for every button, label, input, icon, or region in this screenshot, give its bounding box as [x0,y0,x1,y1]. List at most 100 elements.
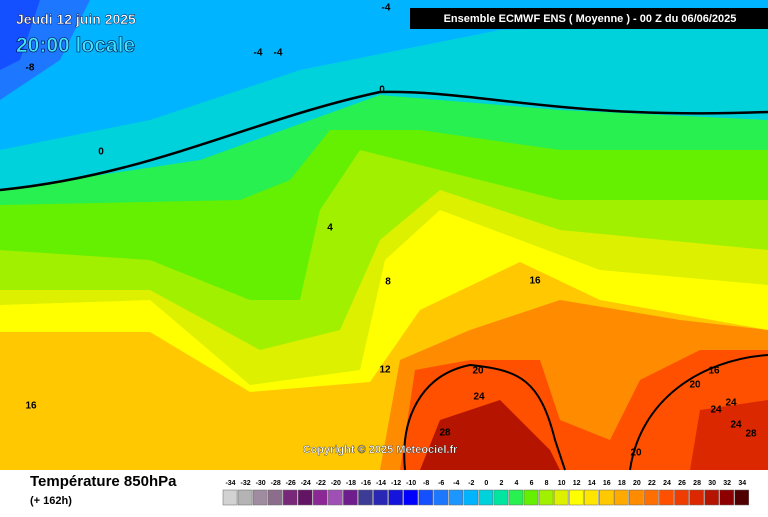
legend-swatch [553,489,569,506]
legend-swatch [282,489,298,506]
legend-label: 8 [545,480,549,487]
color-legend: -34 -32 -30 -28 -26 -24 -22 -20 -18 -16 -14 -12 -10-… [222,480,750,506]
legend-label: -20 [331,480,341,487]
legend-swatch [388,489,403,506]
contour-label: 16 [25,401,37,412]
legend-label: 22 [648,480,656,487]
legend-swatch [629,489,644,506]
legend-swatch [734,489,750,506]
legend-label: 30 [708,480,716,487]
footer-title: Température 850hPa [30,473,177,490]
legend-swatch [252,489,268,506]
legend-label: 16 [603,480,611,487]
legend-label: -8 [423,480,429,487]
time: 20:00 locale [16,34,135,57]
legend-label: 4 [515,480,519,487]
legend-label: 34 [738,480,746,487]
legend-label: 32 [723,480,731,487]
legend-label: 6 [530,480,534,487]
contour-label: -4 [254,48,263,59]
map-background [0,0,768,471]
date: Jeudi 12 juin 2025 [16,11,136,27]
legend-swatch [599,489,614,506]
contour-label: 28 [439,428,451,439]
contour-label: 8 [385,277,391,288]
legend-swatch [313,489,328,506]
contour-label: -4 [382,3,391,14]
legend-swatch [433,489,449,506]
legend-label: 10 [558,480,566,487]
contour-label: 4 [327,223,333,234]
legend-label: 20 [633,480,641,487]
legend-label: -26 [286,480,296,487]
contour-label: 20 [630,448,642,459]
legend-swatch [267,489,283,506]
legend-swatch [328,489,343,506]
legend-swatch [222,489,238,506]
legend-label: -12 [391,480,401,487]
legend-swatch [538,489,554,506]
legend-swatch [493,489,509,506]
legend-label: -22 [316,480,326,487]
legend-swatch [298,489,313,506]
legend-swatch [463,489,479,506]
legend-swatch [689,489,704,506]
legend-swatch [614,489,629,506]
legend-swatch [644,489,659,506]
contour-label: 16 [708,366,720,377]
banner: Ensemble ECMWF ENS ( Moyenne ) - 00 Z du… [444,13,737,25]
legend-swatch [343,489,358,506]
legend-label: 2 [499,480,503,487]
legend-label: -14 [376,480,386,487]
legend-label: -24 [301,480,311,487]
legend-label: -30 [256,480,266,487]
legend-swatch [418,489,433,506]
contour-label: 24 [730,420,742,431]
contour-label: 28 [745,429,757,440]
footer-lead: (+ 162h) [30,495,72,507]
legend-label: -10 [406,480,416,487]
contour-label: 20 [472,366,484,377]
contour-label: 12 [379,365,391,376]
legend-swatch [403,489,418,506]
legend-label: 12 [573,480,581,487]
legend-swatch [478,489,494,506]
legend-swatch [568,489,584,506]
contour-label: 24 [473,392,485,403]
legend-swatch [674,489,689,506]
legend-swatch [523,489,539,506]
contour-label: 16 [529,276,541,287]
contour-label: -4 [274,48,283,59]
legend-swatch [508,489,524,506]
legend-label: 24 [663,480,671,487]
legend-swatch [373,489,388,506]
legend-swatch [448,489,464,506]
legend-label: 28 [693,480,701,487]
legend-swatch [704,489,719,506]
legend-label: 14 [588,480,596,487]
legend-label: 26 [678,480,686,487]
legend-swatch [583,489,599,506]
contour-label: 20 [689,380,701,391]
legend-label: -16 [361,480,371,487]
contour-label: -8 [26,63,35,74]
legend-label: -28 [271,480,281,487]
legend-swatch [659,489,674,506]
legend-label: -18 [346,480,356,487]
legend-label: 0 [484,480,488,487]
contour-label: 0 [98,147,104,158]
contour-label: 24 [725,398,737,409]
legend-label: 18 [618,480,626,487]
legend-label: -4 [453,480,459,487]
contour-label: 0 [379,85,385,96]
legend-label: -32 [241,480,251,487]
legend-label: -2 [468,480,474,487]
legend-swatch [358,489,373,506]
copyright: Copyright © 2025 Meteociel.fr [303,444,459,456]
contour-label: 24 [710,405,722,416]
legend-swatch [237,489,253,506]
legend-swatch [719,489,734,506]
